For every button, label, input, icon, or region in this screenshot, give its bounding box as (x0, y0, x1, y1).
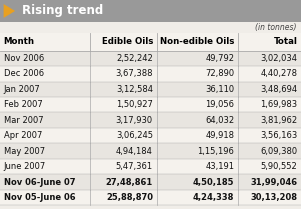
Text: 36,110: 36,110 (205, 85, 234, 94)
Bar (0, 112, 301, 128)
Text: 5,47,361: 5,47,361 (116, 162, 153, 171)
Bar (0, 190, 301, 205)
Bar (0, 97, 301, 112)
Bar (0, 159, 301, 174)
Text: 31,99,046: 31,99,046 (250, 177, 297, 187)
Text: 49,918: 49,918 (205, 131, 234, 140)
Text: Mar 2007: Mar 2007 (4, 116, 43, 125)
Text: 3,12,584: 3,12,584 (116, 85, 153, 94)
Bar (0, 128, 301, 143)
Text: Dec 2006: Dec 2006 (4, 69, 44, 78)
Text: (in tonnes): (in tonnes) (255, 23, 296, 32)
Text: May 2007: May 2007 (4, 147, 45, 156)
Text: Jan 2007: Jan 2007 (4, 85, 40, 94)
Text: Total: Total (274, 37, 297, 46)
Text: 2,52,242: 2,52,242 (116, 54, 153, 63)
Text: 4,50,185: 4,50,185 (193, 177, 234, 187)
Text: 3,67,388: 3,67,388 (115, 69, 153, 78)
Text: 25,88,870: 25,88,870 (106, 193, 153, 202)
Text: 3,17,930: 3,17,930 (116, 116, 153, 125)
Bar (0, 0, 301, 22)
Text: Nov 05-June 06: Nov 05-June 06 (4, 193, 75, 202)
Text: 64,032: 64,032 (205, 116, 234, 125)
Bar (0, 66, 301, 82)
Bar (0, 33, 301, 51)
Text: 4,24,338: 4,24,338 (193, 193, 234, 202)
Text: June 2007: June 2007 (4, 162, 46, 171)
Text: Edible Oils: Edible Oils (101, 37, 153, 46)
Text: 3,06,245: 3,06,245 (116, 131, 153, 140)
Text: Month: Month (4, 37, 35, 46)
Text: 4,94,184: 4,94,184 (116, 147, 153, 156)
Text: 1,15,196: 1,15,196 (197, 147, 234, 156)
Text: 4,40,278: 4,40,278 (260, 69, 297, 78)
Text: 19,056: 19,056 (205, 100, 234, 109)
Bar (0, 51, 301, 66)
Text: 6,09,380: 6,09,380 (260, 147, 297, 156)
Text: 3,56,163: 3,56,163 (260, 131, 297, 140)
Text: 3,48,694: 3,48,694 (260, 85, 297, 94)
Text: 1,69,983: 1,69,983 (260, 100, 297, 109)
Text: Rising trend: Rising trend (22, 4, 103, 18)
Text: 5,90,552: 5,90,552 (261, 162, 297, 171)
Text: 3,02,034: 3,02,034 (260, 54, 297, 63)
Text: 72,890: 72,890 (205, 69, 234, 78)
Bar (0, 22, 301, 33)
Bar (0, 174, 301, 190)
Bar (0, 143, 301, 159)
Text: 1,50,927: 1,50,927 (116, 100, 153, 109)
Text: 49,792: 49,792 (205, 54, 234, 63)
Text: Non-edible Oils: Non-edible Oils (160, 37, 234, 46)
Text: Apr 2007: Apr 2007 (4, 131, 42, 140)
Text: 30,13,208: 30,13,208 (250, 193, 297, 202)
Text: Nov 2006: Nov 2006 (4, 54, 44, 63)
Bar (0, 82, 301, 97)
Text: 43,191: 43,191 (205, 162, 234, 171)
Text: Nov 06-June 07: Nov 06-June 07 (4, 177, 75, 187)
Text: Feb 2007: Feb 2007 (4, 100, 42, 109)
Text: 3,81,962: 3,81,962 (260, 116, 297, 125)
Polygon shape (4, 4, 15, 18)
Text: 27,48,861: 27,48,861 (106, 177, 153, 187)
